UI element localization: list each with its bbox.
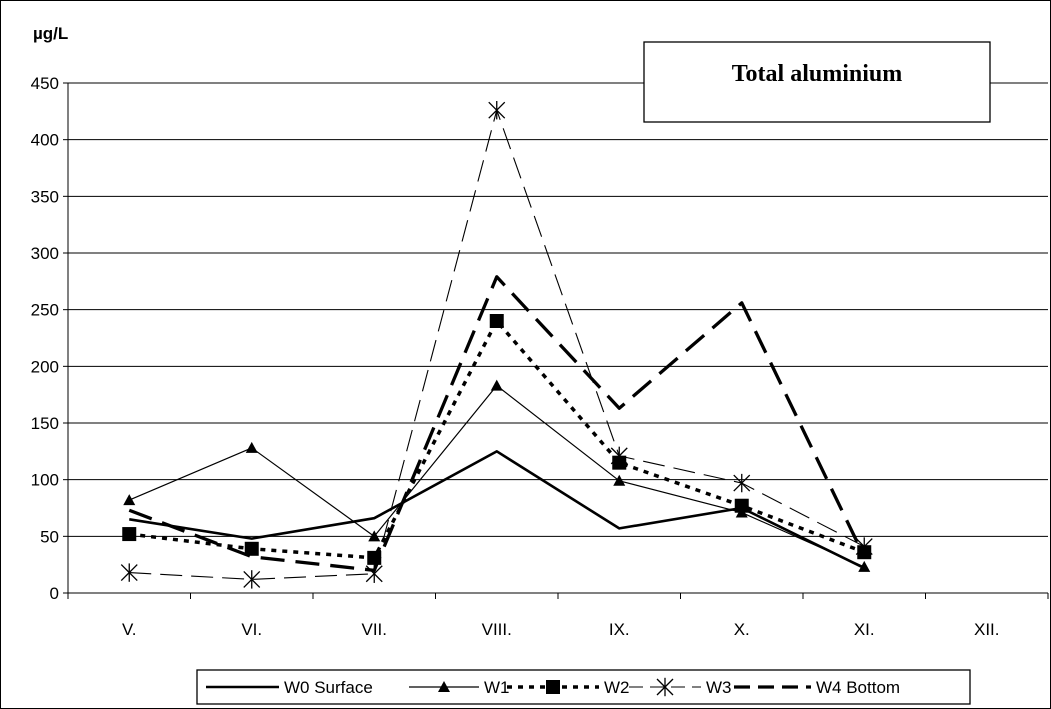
point-star [656, 677, 674, 697]
y-tick-label: 350 [31, 187, 59, 206]
point-square [734, 498, 749, 513]
series-w1 [123, 379, 871, 572]
point-star [733, 473, 751, 493]
x-tick-label: V. [122, 620, 137, 639]
y-unit-label: µg/L [33, 24, 68, 43]
legend-label: W2 [604, 678, 630, 697]
y-tick-label: 200 [31, 357, 59, 376]
point-triangle [613, 474, 626, 486]
point-triangle [438, 681, 450, 692]
x-tick-label: VI. [241, 620, 262, 639]
legend-box [196, 669, 971, 705]
point-square [546, 680, 560, 694]
series-w4-bottom [128, 275, 866, 572]
chart-title: Total aluminium [732, 61, 903, 87]
legend-item: W4 Bottom [734, 678, 900, 697]
series-w3 [120, 101, 873, 589]
legend-item: W0 Surface [206, 678, 373, 697]
point-triangle [245, 441, 258, 453]
series-line-w3 [129, 109, 865, 580]
axes [63, 82, 1049, 599]
point-triangle [368, 530, 381, 542]
gridlines [68, 82, 1048, 537]
x-tick-label: XII. [974, 620, 1000, 639]
legend-item: W2 [507, 678, 630, 697]
x-tick-label: XI. [854, 620, 875, 639]
y-tick-label: 0 [50, 584, 59, 603]
y-tick-label: 300 [31, 244, 59, 263]
legend-label: W1 [484, 678, 510, 697]
x-tick-label: VIII. [482, 620, 512, 639]
series-w2 [122, 314, 872, 565]
x-tick-label: IX. [609, 620, 630, 639]
y-tick-label: 100 [31, 471, 59, 490]
y-tick-label: 150 [31, 414, 59, 433]
y-tick-label: 50 [40, 527, 59, 546]
title-box-border [643, 41, 991, 123]
y-tick-label: 250 [31, 301, 59, 320]
legend: W0 Surface W1 W2 W3 W4 Bottom [196, 669, 971, 705]
x-tick-label: X. [734, 620, 750, 639]
point-triangle [858, 560, 871, 572]
legend-label: W3 [706, 678, 732, 697]
point-square [122, 527, 137, 542]
tick-labels: 0 50 100 150 200 250 300 350 400 450 V. VI. VII. VIII… [31, 74, 1000, 639]
point-square [489, 314, 504, 328]
legend-label: W0 Surface [284, 678, 373, 697]
title-box: Total aluminium [643, 41, 991, 123]
legend-item: W3 [629, 677, 732, 697]
series-lines [120, 101, 873, 589]
point-square [244, 541, 259, 556]
series-line-w1 [129, 385, 865, 568]
x-tick-label: VII. [361, 620, 387, 639]
series-line-w2 [129, 319, 865, 560]
y-tick-label: 400 [31, 131, 59, 150]
point-star [243, 570, 261, 589]
y-tick-label: 450 [31, 74, 59, 93]
series-line-w4-bottom [128, 275, 866, 572]
point-star [488, 101, 506, 120]
point-triangle [123, 494, 136, 506]
point-star [855, 537, 873, 556]
point-star [120, 563, 138, 582]
point-star [610, 446, 628, 466]
legend-item: W1 [409, 678, 510, 697]
point-triangle [490, 379, 503, 391]
legend-label: W4 Bottom [816, 678, 900, 697]
